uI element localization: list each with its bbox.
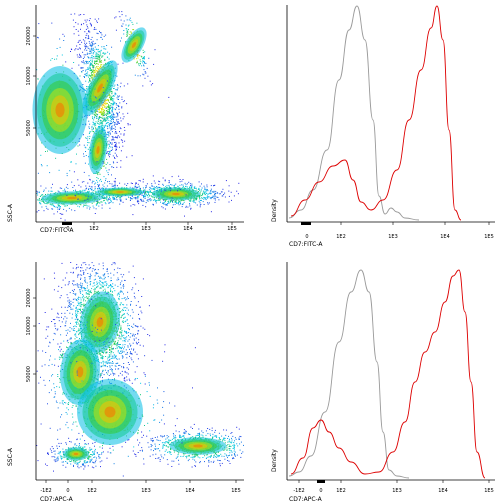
fitc-histogram-xlabel: CD7:FITC-A — [289, 241, 323, 248]
zero-marker — [317, 480, 325, 483]
y-tick-label: 50000 — [26, 120, 32, 136]
fitc-histogram-gray-series — [288, 5, 420, 221]
y-tick-label: 200000 — [26, 26, 32, 45]
x-tick-label: 1E4 — [438, 488, 448, 494]
y-tick-label: 200000 — [26, 288, 32, 307]
zero-marker — [62, 222, 72, 225]
apc-dot-plot: -1E2 0 1E2 1E3 1E4 1E5 50000 100000 200000 CD7:… — [7, 262, 244, 503]
x-tick-label: 1E5 — [231, 488, 241, 494]
fitc-histogram-red-series — [290, 5, 462, 221]
y-tick-label: 100000 — [26, 66, 32, 85]
apc-histogram-xlabel: CD7:APC-A — [289, 496, 323, 503]
apc-dot-plot-ylabel: SSC-A — [7, 447, 14, 466]
x-tick-label: 1E2 — [336, 488, 346, 494]
fitc-histogram-ylabel: Density — [271, 199, 278, 222]
x-tick-label: 1E4 — [440, 234, 450, 240]
x-tick-label: 0 — [305, 234, 308, 240]
fitc-dot-plot-ylabel: SSC-A — [7, 203, 14, 222]
x-tick-label: 1E5 — [484, 488, 494, 494]
x-tick-label: 1E3 — [141, 488, 151, 494]
x-tick-label: 1E4 — [183, 226, 193, 232]
x-tick-label: 1E3 — [141, 226, 151, 232]
x-tick-label: 0 — [66, 226, 69, 232]
fitc-dot-plot-xlabel: CD7:FITC-A — [40, 227, 74, 234]
apc-histogram-red-series — [290, 269, 486, 479]
x-tick-label: 1E5 — [484, 234, 494, 240]
x-tick-label: 1E2 — [89, 226, 99, 232]
x-tick-label: 1E4 — [185, 488, 195, 494]
x-tick-label: -1E2 — [293, 488, 304, 494]
fitc-histogram: 0 1E2 1E3 1E4 1E5 CD7:FITC-A Density — [271, 5, 495, 248]
apc-histogram: -1E2 0 1E2 1E3 1E4 1E5 CD7:APC-A Density — [271, 262, 495, 503]
apc-histogram-gray-series — [288, 269, 410, 479]
apc-dot-plot-xlabel: CD7:APC-A — [40, 496, 74, 503]
x-tick-label: -1E2 — [40, 488, 51, 494]
x-tick-label: 1E3 — [388, 234, 398, 240]
fitc-dot-plot: 0 1E2 1E3 1E4 1E5 50000 100000 200000 CD7:FITC… — [7, 5, 244, 234]
y-tick-label: 100000 — [26, 316, 32, 335]
x-tick-label: 1E5 — [227, 226, 237, 232]
y-tick-label: 50000 — [26, 366, 32, 382]
fitc-histogram-curves — [288, 5, 462, 221]
apc-histogram-curves — [288, 269, 486, 479]
apc-dot-plot-events — [36, 262, 244, 477]
x-tick-label: 1E2 — [87, 488, 97, 494]
x-tick-label: 0 — [66, 488, 69, 494]
x-tick-label: 1E3 — [392, 488, 402, 494]
apc-histogram-ylabel: Density — [271, 449, 278, 472]
x-tick-label: 1E2 — [336, 234, 346, 240]
zero-marker — [301, 222, 311, 225]
fitc-dot-plot-events — [32, 11, 240, 221]
x-tick-label: 0 — [319, 488, 322, 494]
